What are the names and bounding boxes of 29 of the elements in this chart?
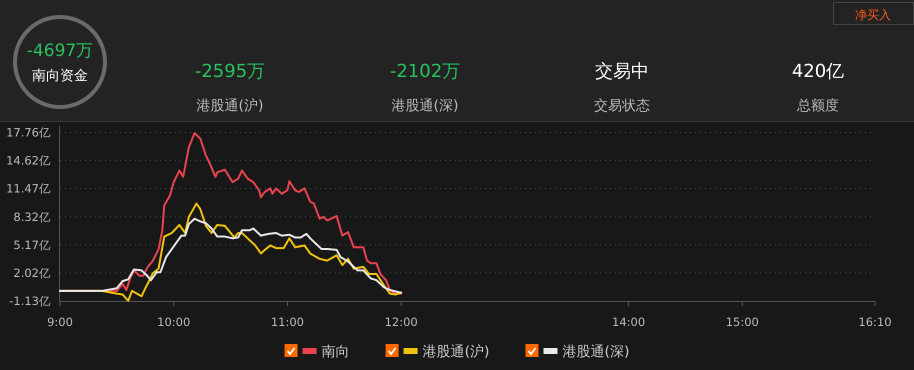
x-tick-label: 9:00 bbox=[47, 315, 73, 329]
y-tick-label: 14.62亿 bbox=[6, 154, 51, 168]
x-tick-label: 15:00 bbox=[726, 315, 759, 329]
text: 净买入 bbox=[855, 8, 891, 22]
line-series bbox=[59, 218, 402, 294]
y-tick-label: -1.13亿 bbox=[9, 294, 51, 308]
y-tick-label: 17.76亿 bbox=[6, 126, 51, 140]
text: 总额度 bbox=[796, 98, 839, 114]
x-tick-label: 11:00 bbox=[270, 315, 304, 329]
text: 港股通(沪) bbox=[196, 98, 264, 114]
y-tick-label: 11.47亿 bbox=[6, 182, 51, 196]
legend-label: 港股通(深) bbox=[562, 344, 630, 360]
chart-title: -4697万 bbox=[26, 41, 94, 61]
y-tick-label: 2.02亿 bbox=[13, 266, 51, 280]
legend-label: 港股通(沪) bbox=[422, 344, 490, 360]
y-tick-label: 5.17亿 bbox=[13, 238, 51, 252]
y-tick-label: 8.32亿 bbox=[13, 210, 51, 224]
x-tick-label: 14:00 bbox=[612, 315, 646, 329]
text: -2102万 bbox=[390, 61, 460, 82]
text: 交易状态 bbox=[594, 98, 650, 114]
text: 交易中 bbox=[595, 61, 649, 82]
x-tick-label: 10:00 bbox=[157, 315, 190, 329]
x-tick-label: 12:00 bbox=[384, 315, 418, 329]
x-tick-label: 16:10 bbox=[858, 315, 892, 329]
legend-label: 南向 bbox=[322, 344, 350, 360]
text: 港股通(深) bbox=[392, 98, 458, 114]
text: -2595万 bbox=[194, 61, 266, 82]
chart-subtitle: 南向资金 bbox=[32, 68, 88, 84]
text: 420亿 bbox=[792, 61, 844, 82]
